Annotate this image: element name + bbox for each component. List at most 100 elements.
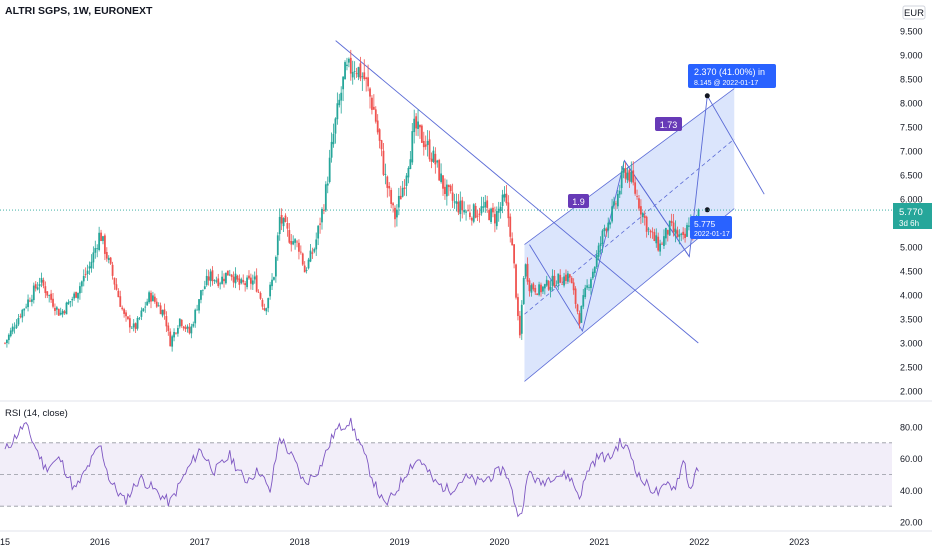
candle-body: [480, 206, 483, 214]
candle-body: [336, 103, 339, 120]
candle-body: [219, 283, 222, 285]
candle-body: [503, 193, 506, 198]
candle-body: [543, 284, 546, 289]
candle-body: [301, 253, 304, 265]
candle-body: [323, 209, 325, 211]
candle-body: [96, 248, 99, 250]
rsi-tick-label: 60.00: [900, 454, 923, 464]
candle-body: [409, 159, 412, 169]
candle-body: [659, 243, 662, 252]
price-tick-label: 2.500: [900, 363, 923, 373]
candle-body: [672, 222, 675, 232]
candle-body: [684, 233, 686, 239]
candle-body: [305, 269, 308, 271]
candle-body: [568, 274, 571, 278]
candle-body: [225, 272, 227, 284]
candle-body: [55, 307, 58, 310]
candle-body: [319, 223, 321, 225]
candle-body: [463, 209, 466, 213]
candle-body: [357, 67, 360, 78]
candle-body: [603, 227, 606, 232]
candle-body: [161, 309, 164, 316]
candle-body: [203, 286, 206, 289]
candle-body: [271, 279, 273, 287]
candle-body: [324, 184, 327, 211]
candle-body: [570, 277, 573, 284]
time-tick-label: 2015: [0, 537, 10, 547]
price-tick-label: 6.500: [900, 171, 923, 181]
price-tick-label: 9.500: [900, 27, 923, 37]
channel-upper-line[interactable]: [524, 88, 735, 245]
candle-body: [444, 186, 446, 194]
candle-body: [451, 192, 454, 201]
currency-box[interactable]: [902, 5, 926, 20]
symbol-title[interactable]: ALTRI SGPS, 1W, EURONEXT: [5, 5, 153, 17]
rsi-axis[interactable]: 80.00 60.00 40.00 20.00: [900, 423, 923, 528]
candle-body: [57, 308, 60, 316]
candle-body: [655, 235, 658, 244]
candle-body: [17, 317, 20, 325]
point-value-text: 5.775: [694, 219, 716, 229]
candle-body: [4, 342, 6, 344]
candle-body: [553, 275, 556, 287]
measure-start-point[interactable]: [704, 207, 710, 213]
time-axis[interactable]: 2015 2016 2017 2018 2019 2020 2021 2022 2023: [0, 537, 809, 547]
candle-body: [13, 327, 16, 329]
candle-body: [595, 255, 598, 267]
label-19-badge[interactable]: 1.9: [568, 194, 589, 208]
candle-body: [117, 290, 120, 298]
candle-body: [259, 292, 262, 299]
candle-body: [509, 216, 512, 237]
candle-body: [176, 327, 179, 334]
measure-badge[interactable]: 2.370 (41.00%) in 8.145 @ 2022-01-17: [688, 64, 776, 88]
candle-body: [382, 150, 385, 175]
candle-body: [397, 195, 400, 208]
measure-end-point[interactable]: [704, 93, 710, 99]
point-badge[interactable]: 5.775 2022-01-17: [690, 216, 732, 239]
candle-body: [242, 280, 245, 283]
candle-body: [657, 236, 660, 251]
candle-body: [226, 270, 229, 276]
candle-body: [175, 332, 177, 334]
candle-body: [209, 271, 212, 281]
candle-body: [98, 232, 101, 250]
rsi-title[interactable]: RSI (14, close): [5, 408, 68, 419]
candle-body: [282, 218, 285, 227]
downtrend-line[interactable]: [335, 40, 699, 344]
last-price-tag[interactable]: 5.770 3d 6h: [893, 203, 932, 229]
price-tick-label: 4.000: [900, 291, 923, 301]
candle-body: [61, 310, 64, 315]
candle-body: [493, 214, 496, 224]
candle-body: [474, 205, 477, 218]
time-tick-label: 2021: [589, 537, 609, 547]
candle-body: [121, 307, 124, 310]
time-tick-label: 2020: [489, 537, 509, 547]
candle-body: [232, 276, 235, 283]
candle-body: [478, 213, 481, 216]
candle-body: [540, 284, 542, 293]
candle-body: [40, 277, 43, 283]
label-173-badge[interactable]: 1.73: [655, 117, 682, 131]
candle-body: [94, 248, 97, 253]
candle-body: [273, 277, 275, 280]
measure-sub-text: 8.145 @ 2022-01-17: [694, 80, 758, 87]
candle-body: [342, 76, 345, 90]
candle-body: [438, 159, 441, 181]
candle-body: [77, 292, 79, 299]
candle-body: [27, 299, 29, 308]
rsi-tick-label: 20.00: [900, 518, 923, 528]
candle-body: [163, 309, 166, 315]
candle-body: [549, 286, 552, 291]
candle-body: [419, 124, 421, 128]
candle-body: [115, 284, 118, 290]
candle-body: [290, 241, 293, 245]
candle-body: [634, 182, 637, 194]
candle-body: [65, 302, 68, 315]
candle-body: [159, 305, 162, 315]
candle-body: [257, 291, 260, 293]
candle-body: [663, 236, 665, 246]
candle-body: [415, 116, 418, 129]
candle-body: [103, 235, 106, 254]
candle-body: [29, 300, 31, 302]
